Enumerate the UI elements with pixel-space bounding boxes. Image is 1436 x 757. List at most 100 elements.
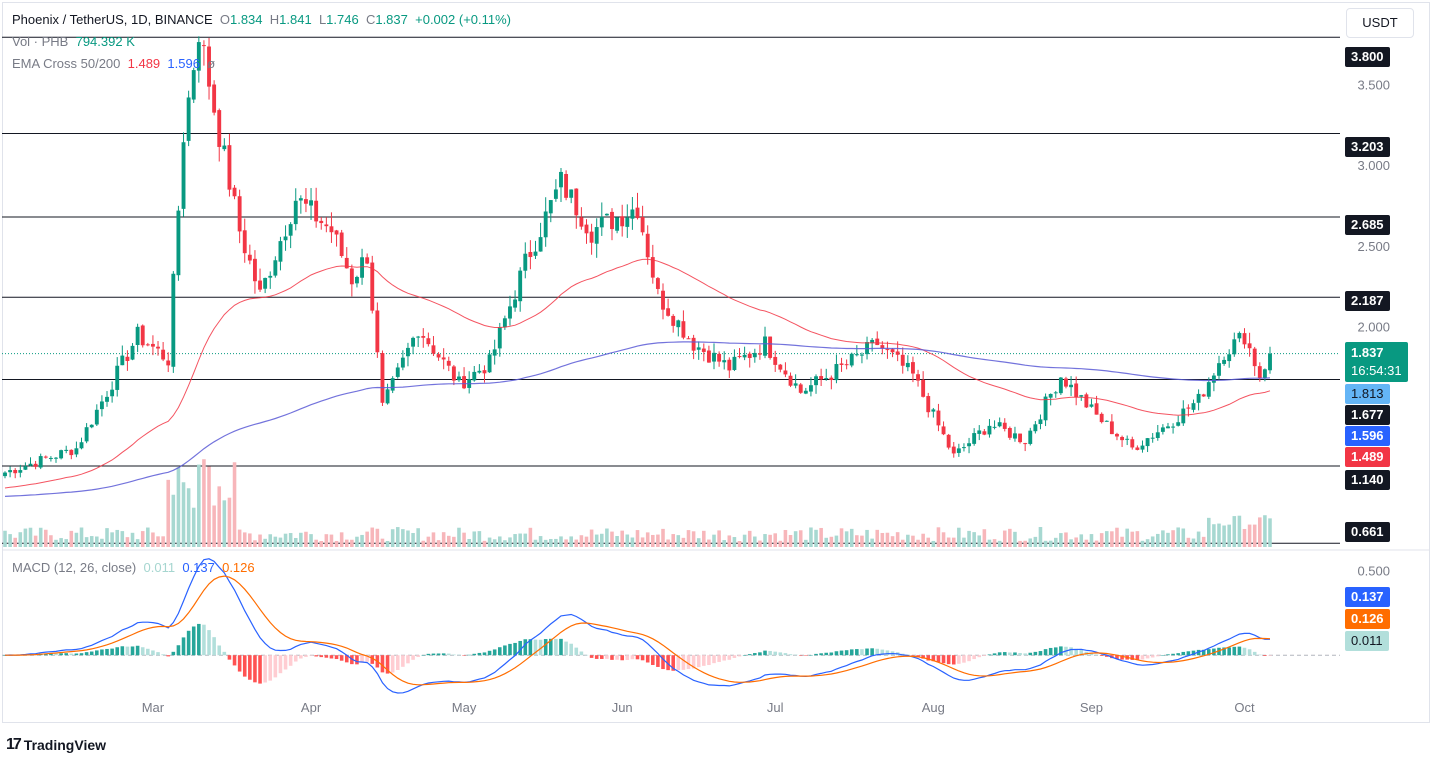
candle-body: [253, 258, 257, 282]
macd-histogram-bar: [89, 651, 94, 656]
volume-bar: [232, 462, 237, 547]
candle-body: [3, 472, 7, 477]
macd-histogram-bar: [503, 645, 507, 656]
time-axis-label: Apr: [301, 700, 322, 715]
candle-body: [839, 363, 844, 365]
volume-bar: [804, 539, 808, 547]
candle-body: [967, 443, 971, 447]
macd-histogram-bar: [855, 649, 859, 656]
candle-body: [1079, 395, 1084, 397]
symbol-title[interactable]: Phoenix / TetherUS, 1D, BINANCE: [12, 12, 213, 27]
macd-histogram-bar: [431, 653, 436, 656]
volume-bar: [1201, 536, 1206, 547]
candle-body: [314, 200, 319, 222]
candle-body: [1053, 392, 1058, 394]
macd-histogram-bar: [1053, 647, 1058, 656]
macd-histogram-bar: [727, 655, 732, 660]
macd-histogram-bar: [1074, 648, 1078, 656]
volume-bar: [900, 539, 905, 547]
macd-histogram-bar: [1135, 655, 1140, 661]
volume-bar: [844, 531, 849, 547]
volume-bar: [79, 527, 84, 547]
volume-bar: [1242, 528, 1247, 547]
macd-histogram-bar: [625, 655, 630, 660]
macd-histogram-bar: [268, 655, 273, 681]
macd-legend[interactable]: MACD (12, 26, close) 0.011 0.137 0.126: [12, 560, 255, 575]
macd-histogram-bar: [100, 649, 104, 656]
macd-histogram-bar: [676, 655, 681, 670]
volume-bar: [630, 537, 635, 547]
volume-bar: [824, 537, 829, 547]
volume-bar: [411, 533, 415, 547]
candle-body: [349, 268, 354, 285]
currency-button[interactable]: USDT: [1346, 8, 1414, 38]
volume-bar: [278, 537, 283, 547]
candle-body: [1176, 422, 1181, 426]
macd-histogram-bar: [584, 654, 589, 656]
level-tag-0661: 0.661: [1345, 522, 1390, 542]
volume-bar: [538, 536, 543, 547]
volume-bar: [202, 459, 206, 547]
macd-histogram-bar: [1033, 651, 1038, 656]
volume-bar: [906, 534, 910, 547]
volume-bar: [661, 528, 665, 547]
macd-histogram-bar: [742, 655, 747, 656]
volume-bar: [885, 532, 890, 547]
candle-body: [528, 251, 533, 258]
candle-body: [140, 325, 145, 346]
macd-histogram-bar: [197, 623, 201, 656]
candle-body: [370, 262, 375, 311]
candle-body: [1074, 383, 1079, 398]
candle-body: [783, 370, 788, 375]
macd-histogram-bar: [594, 655, 599, 659]
macd-histogram-bar: [1018, 652, 1022, 656]
volume-bar: [380, 538, 385, 547]
volume-legend[interactable]: Vol · PHB 794.392 K: [12, 34, 135, 49]
macd-histogram-bar: [951, 655, 956, 665]
macd-histogram-bar: [610, 655, 614, 660]
macd-histogram-bar: [166, 655, 171, 657]
volume-bar: [227, 497, 232, 547]
candle-body: [941, 426, 946, 435]
macd-histogram-bar: [875, 648, 880, 656]
candle-body: [472, 371, 477, 381]
volume-bar: [1110, 531, 1114, 547]
macd-histogram-bar: [278, 655, 283, 674]
volume-bar: [324, 534, 329, 547]
candle-body: [916, 374, 920, 381]
macd-histogram-bar: [452, 654, 456, 656]
candle-body: [446, 360, 451, 366]
macd-signal-line: [5, 575, 1271, 686]
time-axis-label: Jul: [767, 700, 784, 715]
volume-bar: [600, 533, 604, 547]
macd-histogram-bar: [1002, 652, 1007, 656]
macd-histogram-bar: [1212, 648, 1216, 656]
macd-histogram-bar: [1252, 651, 1257, 656]
volume-bar: [191, 507, 196, 547]
macd-histogram-bar: [921, 655, 925, 659]
candle-body: [120, 355, 125, 366]
volume-bar: [1059, 533, 1063, 547]
ema-legend[interactable]: EMA Cross 50/200 1.489 1.596 ø: [12, 56, 215, 71]
macd-histogram-bar: [656, 655, 660, 667]
candle-body: [911, 362, 915, 374]
volume-bar: [594, 534, 599, 547]
volume-bar: [635, 530, 640, 547]
tradingview-brand[interactable]: 17 TradingView: [6, 736, 106, 754]
candle-body: [676, 320, 681, 328]
volume-bar: [1161, 530, 1165, 547]
candle-body: [110, 389, 115, 397]
candle-body: [54, 457, 58, 459]
candle-body: [1262, 369, 1267, 378]
macd-histogram-bar: [146, 648, 150, 656]
volume-bar: [110, 532, 114, 547]
candle-body: [808, 385, 813, 392]
candle-body: [589, 231, 594, 243]
volume-bar: [768, 534, 772, 547]
candle-body: [1232, 339, 1237, 355]
candle-body: [33, 463, 38, 467]
volume-bar: [344, 539, 349, 547]
macd-histogram-bar: [95, 650, 99, 656]
volume-bar: [788, 534, 793, 547]
